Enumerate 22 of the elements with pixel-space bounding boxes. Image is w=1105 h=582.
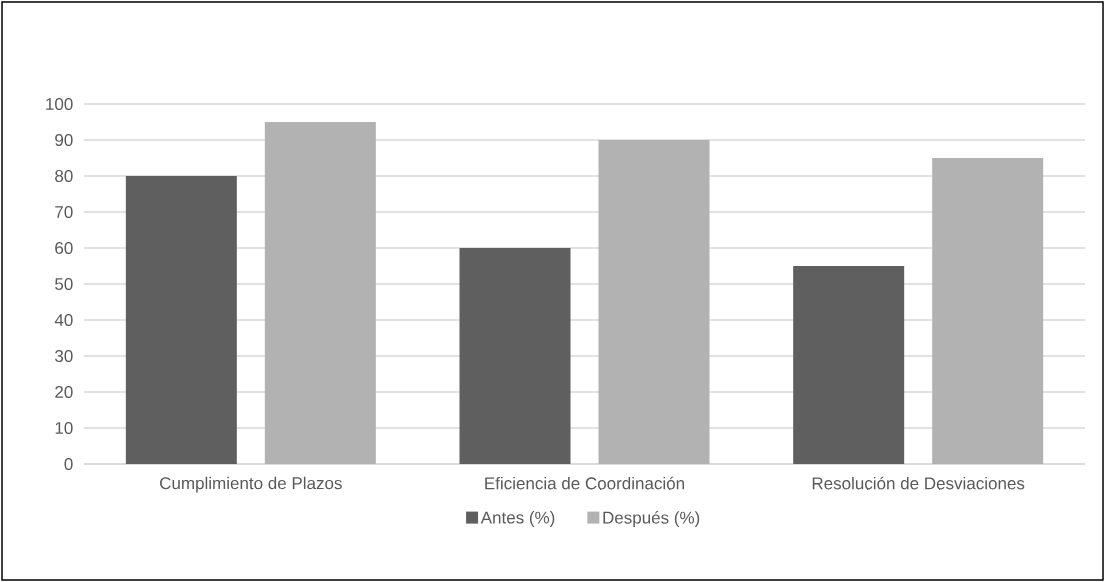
bar [793,266,905,464]
y-tick-label: 70 [55,205,73,219]
y-tick-label: 30 [55,349,73,363]
bar [459,248,571,464]
y-tick-label: 100 [46,97,73,111]
y-tick-label: 50 [55,277,73,291]
y-tick-label: 40 [54,313,73,327]
legend-label: Antes (%) [480,511,555,527]
y-tick-label: 80 [55,169,73,183]
bar [598,140,710,464]
y-tick-label: 0 [64,457,73,471]
y-tick-label: 60 [55,241,73,255]
bar [264,122,376,464]
legend-label: Después (%) [603,510,700,528]
x-tick-label: Resolución de Desviaciones [812,476,1025,490]
bar [932,158,1044,464]
x-tick-label: Eficiencia de Coordinación [485,476,684,490]
y-tick-label: 90 [55,133,73,147]
x-tick-label: Cumplimiento de Plazos [160,476,342,493]
y-tick-label: 20 [55,385,73,399]
bar [125,176,237,464]
y-tick-label: 10 [55,421,73,435]
